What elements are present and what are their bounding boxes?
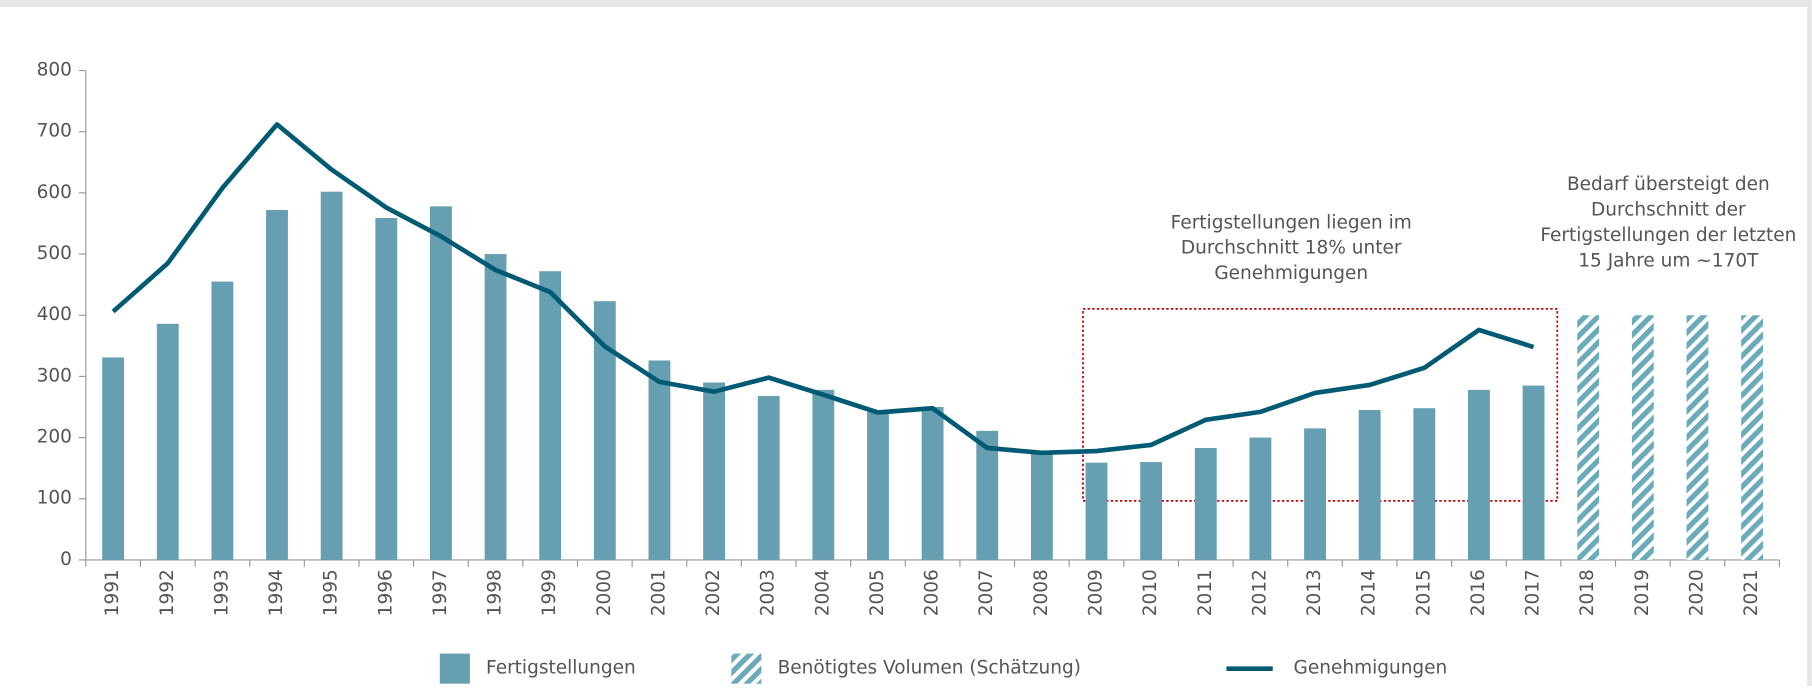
y-tick-label: 200 [37, 427, 72, 448]
x-tick-label: 2016 [1468, 569, 1489, 616]
bar [1522, 385, 1545, 560]
x-tick-label: 2014 [1359, 569, 1380, 616]
y-tick-label: 0 [60, 549, 72, 570]
bar [1085, 462, 1108, 560]
hatched-bar [1577, 315, 1600, 560]
bar [1413, 408, 1436, 560]
x-tick-label: 1992 [157, 569, 178, 616]
x-tick-label: 2007 [976, 569, 997, 616]
hatched-bar [1686, 315, 1709, 560]
bar [102, 357, 125, 560]
bar [1304, 428, 1326, 560]
y-tick-label: 500 [37, 243, 72, 264]
x-tick-label: 1993 [211, 569, 232, 616]
x-tick-label: 2008 [1031, 569, 1052, 616]
bar [1194, 447, 1217, 560]
x-tick-label: 1995 [321, 569, 342, 616]
bar [867, 411, 889, 560]
y-tick-label: 700 [37, 121, 72, 142]
legend-label: Benötigtes Volumen (Schätzung) [778, 658, 1081, 679]
legend-swatch [731, 653, 762, 684]
x-tick-label: 2017 [1523, 569, 1544, 616]
bar [812, 389, 835, 560]
x-tick-label: 1996 [375, 569, 396, 616]
x-tick-label: 1999 [539, 569, 560, 616]
bar [703, 382, 726, 560]
annotation: Durchschnitt 18% unter [1181, 238, 1402, 259]
x-tick-label: 1994 [266, 569, 287, 616]
x-tick-label: 2003 [758, 569, 779, 616]
bar [484, 254, 507, 560]
x-tick-label: 2010 [1140, 569, 1161, 616]
x-tick-label: 2004 [812, 569, 833, 616]
bar [266, 210, 288, 560]
x-tick-label: 1997 [430, 569, 451, 616]
bar [648, 360, 671, 560]
bar [320, 191, 343, 560]
bar [921, 406, 944, 560]
x-tick-label: 2002 [703, 569, 724, 616]
bar [1358, 410, 1381, 560]
bar [593, 301, 616, 560]
bar [976, 430, 999, 560]
x-tick-label: 2018 [1577, 569, 1598, 616]
hatched-bar [1631, 315, 1654, 560]
x-tick-label: 2009 [1086, 569, 1107, 616]
annotation: Genehmigungen [1214, 263, 1368, 284]
bar [1140, 462, 1163, 560]
x-tick-label: 2011 [1195, 569, 1216, 616]
bar [156, 323, 179, 560]
bar [1468, 389, 1490, 560]
x-tick-label: 2006 [922, 569, 943, 616]
hatched-bar [1741, 315, 1764, 560]
x-tick-label: 2013 [1304, 569, 1325, 616]
y-tick-label: 400 [37, 304, 72, 325]
legend-label: Fertigstellungen [486, 658, 636, 679]
top-bar [0, 0, 1812, 7]
annotation: 15 Jahre um ~170T [1578, 250, 1759, 271]
x-tick-label: 2019 [1632, 569, 1653, 616]
legend-label: Genehmigungen [1294, 658, 1448, 679]
bar [539, 271, 562, 560]
legend-swatch [439, 653, 470, 684]
x-tick-label: 1998 [485, 569, 506, 616]
bar [211, 281, 234, 560]
line [111, 122, 1535, 456]
x-tick-label: 2000 [594, 569, 615, 616]
y-tick-label: 300 [37, 365, 72, 386]
x-tick-label: 2015 [1413, 569, 1434, 616]
bar [757, 395, 780, 560]
annotation: Fertigstellungen liegen im [1171, 212, 1412, 233]
annotation: Fertigstellungen der letzten [1540, 225, 1796, 246]
annotation: Bedarf übersteigt den [1567, 174, 1770, 195]
y-tick-label: 100 [37, 488, 72, 509]
x-tick-label: 2005 [867, 569, 888, 616]
y-tick-label: 800 [37, 60, 72, 81]
x-tick-label: 1991 [102, 569, 123, 616]
bar [375, 217, 398, 560]
annotation: Durchschnitt der [1591, 200, 1746, 221]
bar [1030, 452, 1053, 560]
x-tick-label: 2012 [1249, 569, 1270, 616]
x-tick-label: 2001 [648, 569, 669, 616]
bar [429, 206, 452, 560]
x-tick-label: 2020 [1686, 569, 1707, 616]
bar [1249, 437, 1272, 560]
x-tick-label: 2021 [1741, 569, 1762, 616]
y-tick-label: 600 [37, 182, 72, 203]
side-bar [1807, 6, 1812, 686]
